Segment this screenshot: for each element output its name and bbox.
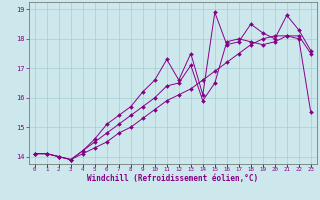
X-axis label: Windchill (Refroidissement éolien,°C): Windchill (Refroidissement éolien,°C) xyxy=(87,174,258,183)
